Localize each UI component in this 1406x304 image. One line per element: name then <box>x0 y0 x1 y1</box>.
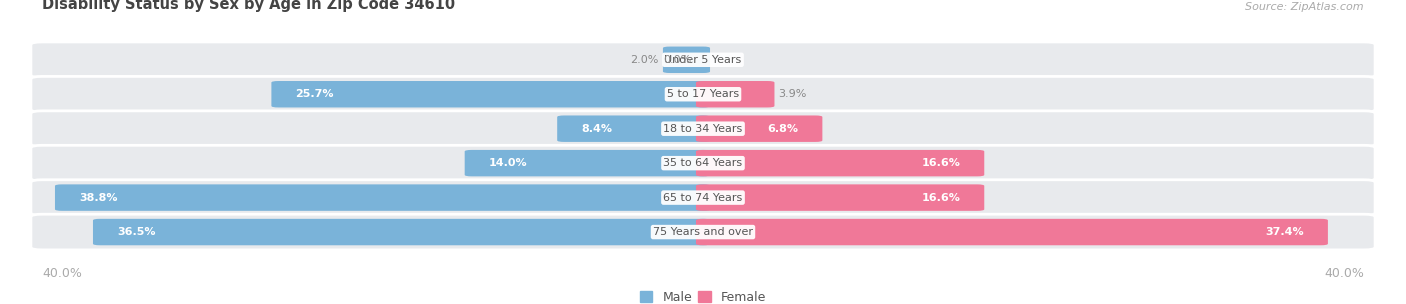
Text: 35 to 64 Years: 35 to 64 Years <box>664 158 742 168</box>
FancyBboxPatch shape <box>31 145 1375 181</box>
FancyBboxPatch shape <box>696 150 984 176</box>
Text: 38.8%: 38.8% <box>79 193 117 202</box>
FancyBboxPatch shape <box>31 214 1375 250</box>
FancyBboxPatch shape <box>696 219 1327 245</box>
FancyBboxPatch shape <box>696 116 823 142</box>
Text: 25.7%: 25.7% <box>295 89 333 99</box>
Text: 40.0%: 40.0% <box>42 267 82 280</box>
FancyBboxPatch shape <box>557 116 710 142</box>
Text: 37.4%: 37.4% <box>1265 227 1303 237</box>
Text: 36.5%: 36.5% <box>117 227 156 237</box>
Text: Source: ZipAtlas.com: Source: ZipAtlas.com <box>1246 2 1364 12</box>
FancyBboxPatch shape <box>664 47 710 73</box>
Text: 8.4%: 8.4% <box>581 124 612 134</box>
FancyBboxPatch shape <box>55 184 710 211</box>
Text: 2.0%: 2.0% <box>630 55 658 65</box>
Text: 5 to 17 Years: 5 to 17 Years <box>666 89 740 99</box>
Text: 3.9%: 3.9% <box>779 89 807 99</box>
FancyBboxPatch shape <box>31 76 1375 112</box>
Text: 0.0%: 0.0% <box>664 55 692 65</box>
FancyBboxPatch shape <box>31 111 1375 147</box>
FancyBboxPatch shape <box>93 219 710 245</box>
FancyBboxPatch shape <box>696 184 984 211</box>
Text: Disability Status by Sex by Age in Zip Code 34610: Disability Status by Sex by Age in Zip C… <box>42 0 456 12</box>
Text: Under 5 Years: Under 5 Years <box>665 55 741 65</box>
Text: 18 to 34 Years: 18 to 34 Years <box>664 124 742 134</box>
Text: 6.8%: 6.8% <box>768 124 799 134</box>
FancyBboxPatch shape <box>31 42 1375 78</box>
Text: 40.0%: 40.0% <box>1324 267 1364 280</box>
Legend: Male, Female: Male, Female <box>640 291 766 304</box>
Text: 75 Years and over: 75 Years and over <box>652 227 754 237</box>
FancyBboxPatch shape <box>696 81 775 108</box>
FancyBboxPatch shape <box>31 180 1375 216</box>
FancyBboxPatch shape <box>271 81 710 108</box>
Text: 16.6%: 16.6% <box>921 158 960 168</box>
Text: 16.6%: 16.6% <box>921 193 960 202</box>
Text: 65 to 74 Years: 65 to 74 Years <box>664 193 742 202</box>
FancyBboxPatch shape <box>465 150 710 176</box>
Text: 14.0%: 14.0% <box>489 158 527 168</box>
